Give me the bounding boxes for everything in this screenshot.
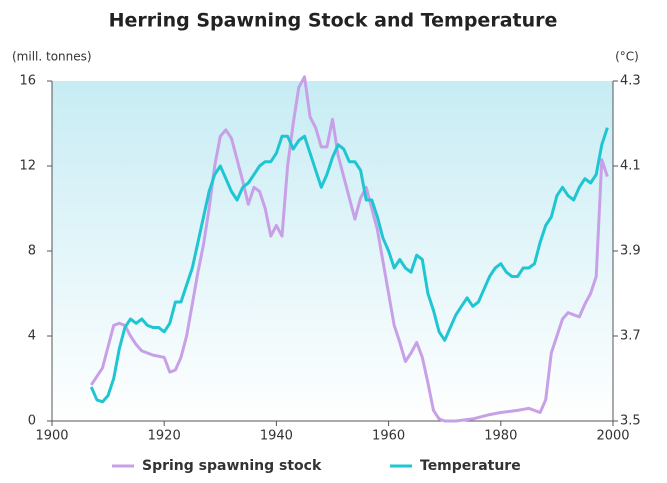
x-tick-label: 1980 bbox=[484, 429, 517, 444]
legend-label: Temperature bbox=[420, 458, 521, 474]
x-tick-label: 2000 bbox=[596, 429, 629, 444]
legend-label: Spring spawning stock bbox=[142, 458, 322, 474]
series-line bbox=[89, 127, 609, 404]
y-tick-label: 12 bbox=[19, 159, 36, 174]
x-tick-label: 1960 bbox=[372, 429, 405, 444]
y-tick-label: 16 bbox=[19, 74, 36, 89]
y-tick-label: 8 bbox=[28, 244, 36, 259]
series-line bbox=[90, 75, 609, 423]
y2-tick-label: 4.3 bbox=[620, 74, 641, 89]
y-tick-label: 0 bbox=[28, 414, 36, 429]
x-tick-label: 1940 bbox=[260, 429, 293, 444]
y2-tick-label: 3.7 bbox=[620, 329, 641, 344]
y-axis-label: (mill. tonnes) bbox=[12, 50, 92, 64]
x-tick-label: 1920 bbox=[148, 429, 181, 444]
chart-title: Herring Spawning Stock and Temperature bbox=[109, 10, 558, 32]
y2-tick-label: 3.9 bbox=[620, 244, 641, 259]
plot-background bbox=[52, 81, 613, 421]
y2-tick-label: 3.5 bbox=[620, 414, 641, 429]
y-tick-label: 4 bbox=[28, 329, 36, 344]
y2-axis-label: (°C) bbox=[615, 50, 639, 64]
x-tick-label: 1900 bbox=[35, 429, 68, 444]
y2-tick-label: 4.1 bbox=[620, 159, 641, 174]
